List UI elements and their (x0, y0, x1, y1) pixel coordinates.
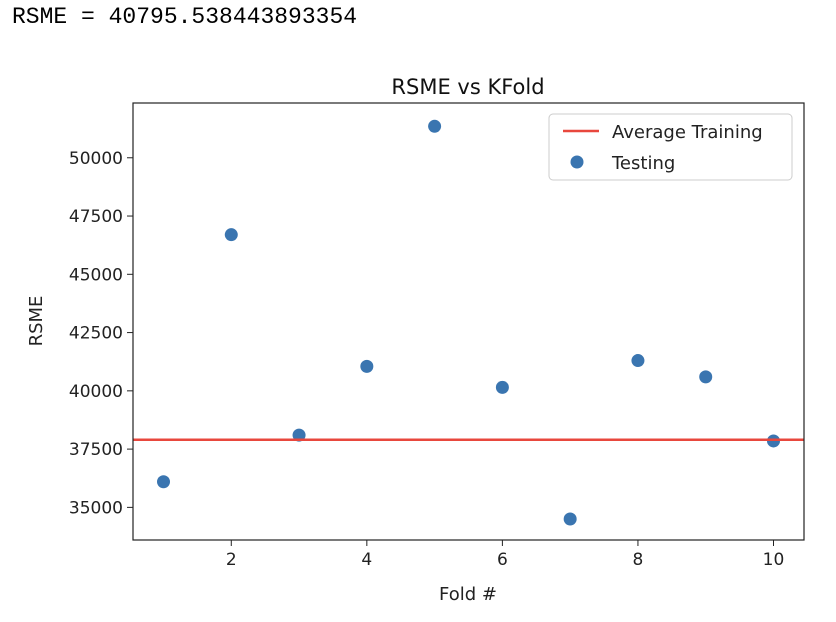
testing-point (495, 380, 509, 394)
plot-layer (133, 119, 804, 526)
plot-frame (132, 102, 805, 541)
testing-point (224, 228, 238, 242)
y-tick-label: 50000 (69, 149, 123, 169)
testing-point (699, 370, 713, 384)
testing-point (563, 512, 577, 526)
legend-box (548, 113, 793, 181)
y-tick-label: 47500 (69, 207, 123, 227)
testing-point (631, 354, 645, 368)
y-tick-label: 37500 (69, 440, 123, 460)
ticks-layer: 2 4 6 8 10 35000 37500 40000 42500 45000 47500 5000… (69, 149, 784, 570)
cell-output-text: RSME = 40795.538443893354 (12, 4, 358, 30)
x-tick-label: 6 (497, 550, 508, 570)
x-axis-label: Fold # (439, 584, 497, 605)
y-tick-label: 40000 (69, 382, 123, 402)
y-tick-label: 42500 (69, 324, 123, 344)
x-tick-label: 8 (633, 550, 644, 570)
testing-point (360, 359, 374, 373)
legend-average-training-label: Average Training (612, 122, 763, 143)
testing-point (157, 475, 170, 489)
testing-point (292, 428, 306, 442)
legend-testing-label: Testing (611, 153, 675, 174)
x-tick-label: 2 (226, 550, 237, 570)
y-tick-label: 45000 (69, 265, 123, 285)
x-tick-label: 10 (763, 550, 785, 570)
testing-point (428, 119, 442, 133)
chart-title: RSME vs KFold (391, 75, 544, 99)
y-axis-label: RSME (26, 296, 47, 347)
legend: Average Training Testing (548, 113, 793, 181)
legend-testing-swatch (570, 155, 584, 169)
y-tick-label: 35000 (69, 498, 123, 518)
x-tick-label: 4 (361, 550, 372, 570)
